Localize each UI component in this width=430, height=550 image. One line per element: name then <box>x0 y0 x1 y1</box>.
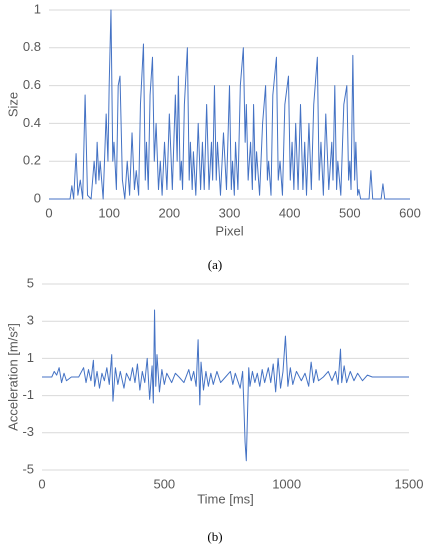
x-tick-label: 200 <box>158 205 180 220</box>
y-tick-label: 1 <box>34 1 41 16</box>
x-tick-label: 600 <box>399 205 421 220</box>
caption: (b) <box>207 529 222 544</box>
x-tick-label: 0 <box>45 205 52 220</box>
data-line <box>49 9 410 200</box>
y-tick-label: 0.2 <box>23 153 41 168</box>
y-tick-label: -3 <box>22 424 34 439</box>
y-axis-label: Size <box>5 92 20 117</box>
y-tick-label: -5 <box>22 461 34 476</box>
x-tick-label: 400 <box>279 205 301 220</box>
y-axis-label: Acceleration [m/s²] <box>5 323 20 431</box>
y-tick-label: 0.6 <box>23 77 41 92</box>
y-tick-label: 3 <box>27 313 34 328</box>
x-tick-label: 300 <box>219 205 241 220</box>
y-tick-label: 0 <box>34 190 41 205</box>
y-tick-label: 1 <box>27 350 34 365</box>
x-axis-label: Time [ms] <box>197 491 254 506</box>
x-tick-label: 500 <box>153 476 175 491</box>
y-tick-label: 0.8 <box>23 39 41 54</box>
y-tick-label: 0.4 <box>23 115 41 130</box>
x-tick-label: 0 <box>38 476 45 491</box>
x-tick-label: 100 <box>98 205 120 220</box>
caption: (a) <box>208 257 222 272</box>
x-tick-label: 500 <box>339 205 361 220</box>
y-tick-label: 5 <box>27 275 34 290</box>
y-tick-label: -1 <box>22 387 34 402</box>
x-axis-label: Pixel <box>215 223 243 238</box>
x-tick-label: 1500 <box>395 476 424 491</box>
x-tick-label: 1000 <box>272 476 301 491</box>
data-line <box>42 309 409 462</box>
